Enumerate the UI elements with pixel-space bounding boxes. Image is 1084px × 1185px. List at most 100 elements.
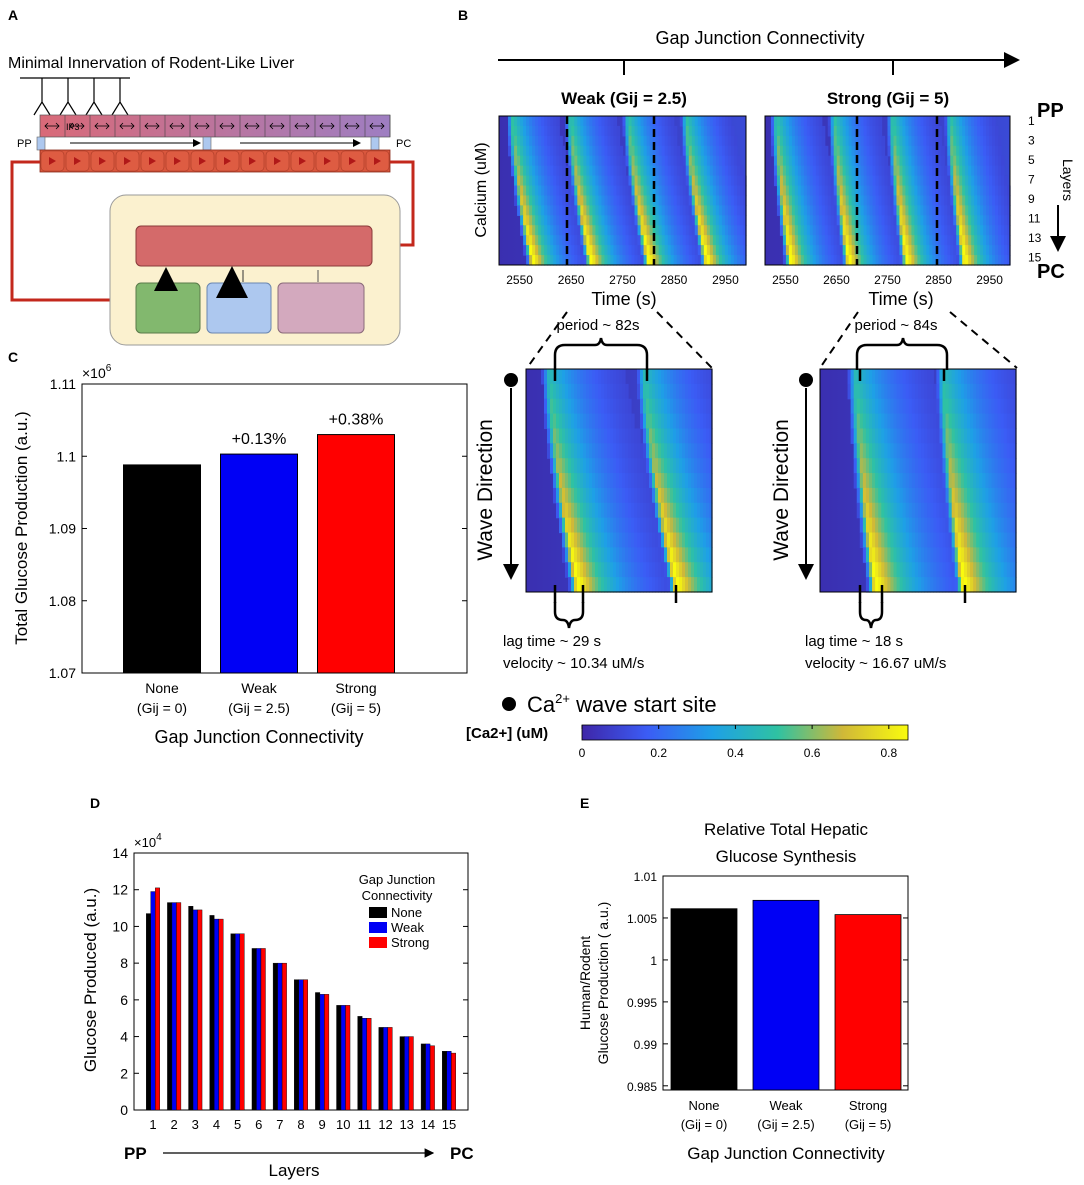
d-bar-strong-8 — [303, 979, 308, 1111]
chart-e: 0.985 0.99 0.995 1 1.005 1.01 None (Gij = 0) Wea… — [577, 820, 909, 1163]
e-xsub-0: (Gij = 0) — [681, 1117, 728, 1132]
period-brace-weak — [553, 337, 649, 370]
model-cytosol-block — [135, 225, 373, 267]
panel-label-a: A — [8, 7, 18, 23]
e-ylabel-2: Glucose Production ( a.u.) — [595, 902, 611, 1065]
d-bar-strong-14 — [429, 1045, 435, 1111]
model-green-block — [135, 282, 201, 334]
time-weak-tick-3: 2850 — [661, 273, 688, 287]
e-ytick-5: 1.01 — [634, 870, 658, 884]
d-bar-strong-11 — [366, 1018, 372, 1111]
lag-strong: lag time ~ 18 s — [805, 633, 903, 650]
d-bar-weak-7 — [277, 962, 283, 1111]
colorbar-tick-1: 0.2 — [650, 746, 667, 760]
c-annotation-1: +0.13% — [232, 431, 287, 448]
e-bar-strong — [834, 914, 902, 1091]
innervation-tree-icon — [20, 77, 130, 116]
model-blue-block — [206, 282, 272, 334]
d-ytick-3: 6 — [120, 992, 128, 1008]
panel-e: E 0.985 0.99 0.995 1 1.005 1.01 None (Gij = 0) W… — [577, 795, 909, 1163]
d-legend-swatch-none — [369, 907, 387, 918]
d-bar-strong-9 — [324, 994, 330, 1111]
time-strong-tick-4: 2950 — [976, 273, 1003, 287]
time-weak-tick-2: 2750 — [609, 273, 636, 287]
panel-label-d: D — [90, 795, 100, 811]
c-bar-weak — [220, 453, 298, 674]
d-bar-none-4 — [209, 915, 215, 1111]
c-ytick-3: 1.1 — [57, 448, 77, 464]
d-bar-weak-15 — [446, 1051, 452, 1111]
layer-tick-3: 3 — [1028, 134, 1035, 148]
d-legend-title-2: Connectivity — [362, 888, 433, 903]
d-bar-none-8 — [294, 979, 299, 1111]
e-ytick-0: 0.985 — [627, 1080, 657, 1094]
time-xlabel-strong: Time (s) — [868, 289, 933, 309]
c-ytick-4: 1.11 — [50, 376, 76, 392]
wave-direction-weak: Wave Direction — [474, 419, 497, 561]
d-pc-label: PC — [450, 1144, 474, 1163]
d-ytick-5: 10 — [112, 918, 128, 934]
time-strong-tick-2: 2750 — [874, 273, 901, 287]
lag-weak: lag time ~ 29 s — [503, 633, 601, 650]
d-ytick-0: 0 — [120, 1102, 128, 1118]
d-xtick-1: 1 — [149, 1117, 156, 1132]
e-xtick-1: Weak — [770, 1098, 803, 1113]
c-xtick-2: Strong — [335, 680, 376, 696]
e-title-line-1: Relative Total Hepatic — [704, 820, 869, 839]
weak-title: Weak (Gij = 2.5) — [561, 89, 687, 108]
d-bar-weak-12 — [383, 1027, 389, 1111]
layers-vertical-label: Layers — [1060, 159, 1076, 201]
e-title-line-2: Glucose Synthesis — [716, 847, 857, 866]
d-ytick-4: 8 — [120, 955, 128, 971]
d-xtick-4: 4 — [213, 1117, 220, 1132]
d-multiplier: ×104 — [134, 832, 162, 850]
panel-c: C 1.07 1.08 1.09 1.1 1.11 None (Gij = 0) +0.13%… — [8, 349, 468, 747]
d-bar-strong-3 — [197, 909, 203, 1111]
colorbar-label: [Ca2+] (uM) — [466, 725, 548, 742]
d-legend-strong: Strong — [391, 935, 429, 950]
c-xlabel: Gap Junction Connectivity — [154, 727, 363, 747]
e-xsub-2: (Gij = 5) — [845, 1117, 892, 1132]
d-legend-title-1: Gap Junction — [359, 872, 436, 887]
feedback-arrow-left — [10, 160, 110, 302]
panel-a: A Minimal Innervation of Rodent-Like Liv… — [8, 7, 415, 346]
c-ylabel: Total Glucose Production (a.u.) — [12, 411, 31, 644]
time-weak-tick-0: 2550 — [506, 273, 533, 287]
wave-direction-strong: Wave Direction — [770, 419, 793, 561]
colorbar-tick-2: 0.4 — [727, 746, 744, 760]
d-xlabel: Layers — [268, 1161, 319, 1180]
d-ylabel: Glucose Produced (a.u.) — [81, 888, 100, 1072]
lag-brace-strong — [858, 602, 884, 629]
velocity-weak: velocity ~ 10.34 uM/s — [503, 655, 644, 672]
d-bar-none-7 — [272, 962, 278, 1111]
d-bar-none-3 — [188, 906, 194, 1111]
e-xsub-1: (Gij = 2.5) — [757, 1117, 814, 1132]
d-bar-strong-1 — [155, 887, 160, 1111]
d-bar-none-2 — [167, 902, 173, 1111]
d-xtick-3: 3 — [192, 1117, 199, 1132]
d-bar-none-6 — [251, 948, 257, 1111]
e-xtick-0: None — [688, 1098, 719, 1113]
layer-tick-7: 7 — [1028, 173, 1035, 187]
d-legend-swatch-strong — [369, 937, 387, 948]
layer-tick-1: 1 — [1028, 114, 1035, 128]
d-bar-weak-5 — [235, 933, 241, 1111]
d-bar-weak-4 — [213, 918, 219, 1111]
e-xlabel: Gap Junction Connectivity — [687, 1144, 885, 1163]
c-xsub-0: (Gij = 0) — [137, 700, 187, 716]
panel-label-b: B — [458, 7, 468, 23]
heatmap-strong-zoom — [819, 368, 1017, 603]
period-brace-strong — [855, 337, 949, 370]
panel-b: B Gap Junction Connectivity Weak (Gij = … — [458, 7, 1076, 760]
d-bar-strong-10 — [345, 1005, 351, 1111]
e-ytick-3: 1 — [650, 954, 657, 968]
time-xlabel-weak: Time (s) — [591, 289, 656, 309]
d-legend-none: None — [391, 905, 422, 920]
c-xtick-1: Weak — [241, 680, 278, 696]
d-bar-none-10 — [336, 1005, 342, 1111]
start-site-marker — [502, 697, 516, 711]
heatmap-strong — [764, 115, 1011, 266]
layer-tick-15: 15 — [1028, 251, 1042, 265]
panel-a-title: Minimal Innervation of Rodent-Like Liver — [8, 55, 295, 72]
